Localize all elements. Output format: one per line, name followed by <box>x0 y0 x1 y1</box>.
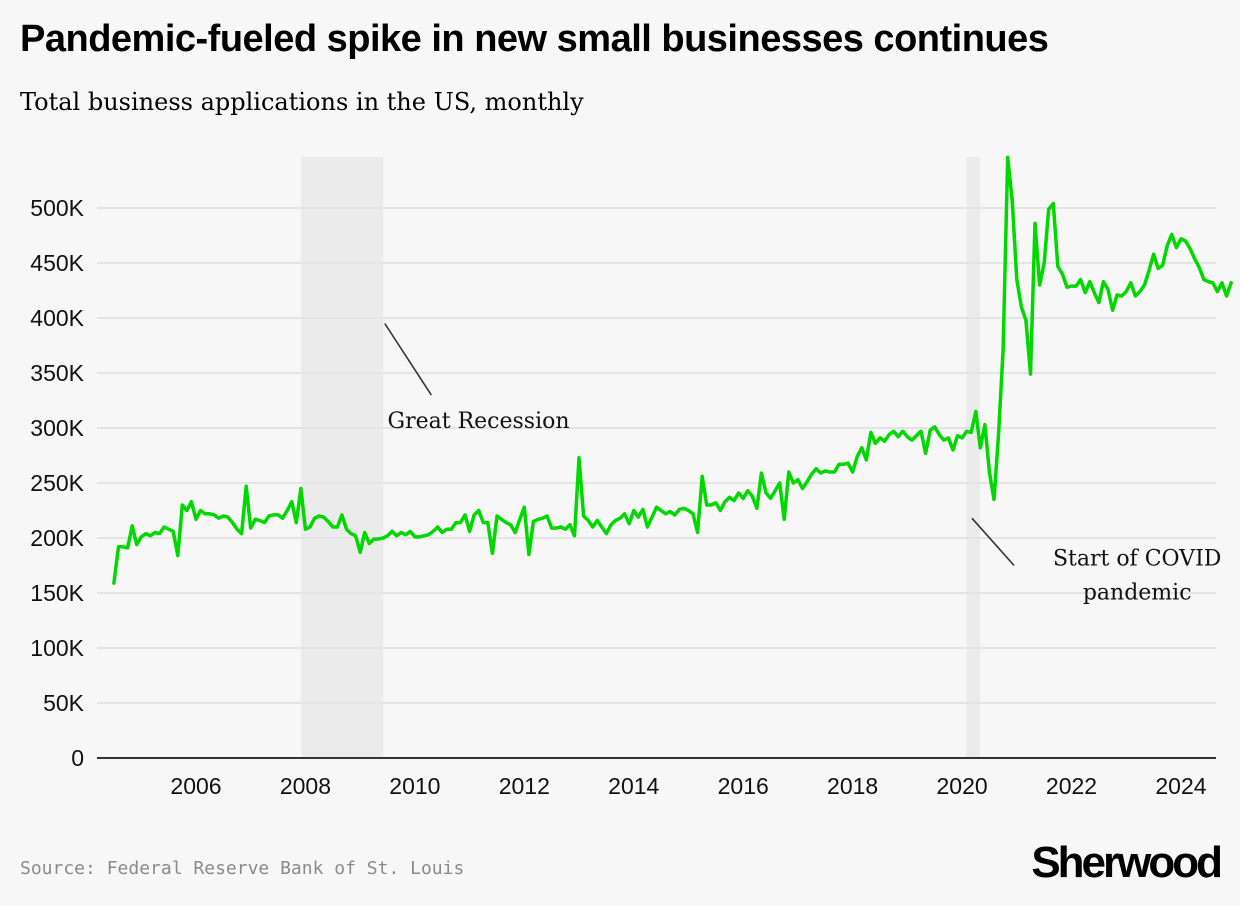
annotation-label-great-recession: Great Recession <box>388 409 570 434</box>
x-tick-label: 2018 <box>827 773 878 799</box>
annotations: Great Recession Start of COVID pandemic <box>384 323 1221 606</box>
gridlines <box>97 207 1216 704</box>
y-tick-label: 450K <box>30 250 84 276</box>
x-tick-label: 2012 <box>499 773 550 799</box>
shaded-period-covid <box>966 157 981 758</box>
shaded-periods <box>301 157 981 758</box>
annotation-leader-covid <box>971 517 1015 567</box>
series-line-business-applications <box>112 155 1233 585</box>
y-axis-ticks: 0 50K 100K 150K 200K 250K 300K 350K 400K 450K 500K <box>30 195 84 771</box>
x-tick-label: 2014 <box>608 773 659 799</box>
y-tick-label: 200K <box>30 525 84 551</box>
x-tick-label: 2006 <box>170 773 221 799</box>
y-tick-label: 100K <box>30 635 84 661</box>
annotation-label-covid: pandemic <box>1083 581 1192 606</box>
y-tick-label: 0 <box>71 745 84 771</box>
y-tick-label: 50K <box>43 690 85 716</box>
y-tick-label: 500K <box>30 195 84 221</box>
x-tick-label: 2024 <box>1155 773 1206 799</box>
y-tick-label: 400K <box>30 305 84 331</box>
source-note: Source: Federal Reserve Bank of St. Loui… <box>20 858 465 879</box>
x-tick-label: 2022 <box>1046 773 1097 799</box>
x-tick-label: 2016 <box>718 773 769 799</box>
chart-title: Pandemic-fueled spike in new small busin… <box>20 18 1049 60</box>
x-axis-ticks: 2006 2008 2010 2012 2014 2016 2018 2020 2022 2024 <box>170 773 1206 799</box>
y-tick-label: 250K <box>30 470 84 496</box>
x-tick-label: 2008 <box>280 773 331 799</box>
y-tick-label: 300K <box>30 415 84 441</box>
chart-subtitle: Total business applications in the US, m… <box>20 88 584 116</box>
x-tick-label: 2010 <box>389 773 440 799</box>
annotation-label-covid: Start of COVID <box>1053 547 1221 572</box>
x-tick-label: 2020 <box>936 773 987 799</box>
y-tick-label: 150K <box>30 580 84 606</box>
annotation-leader-great-recession <box>384 323 432 396</box>
brand-logo: Sherwood <box>1031 838 1223 887</box>
y-tick-label: 350K <box>30 360 84 386</box>
shaded-period-great-recession <box>301 157 384 758</box>
